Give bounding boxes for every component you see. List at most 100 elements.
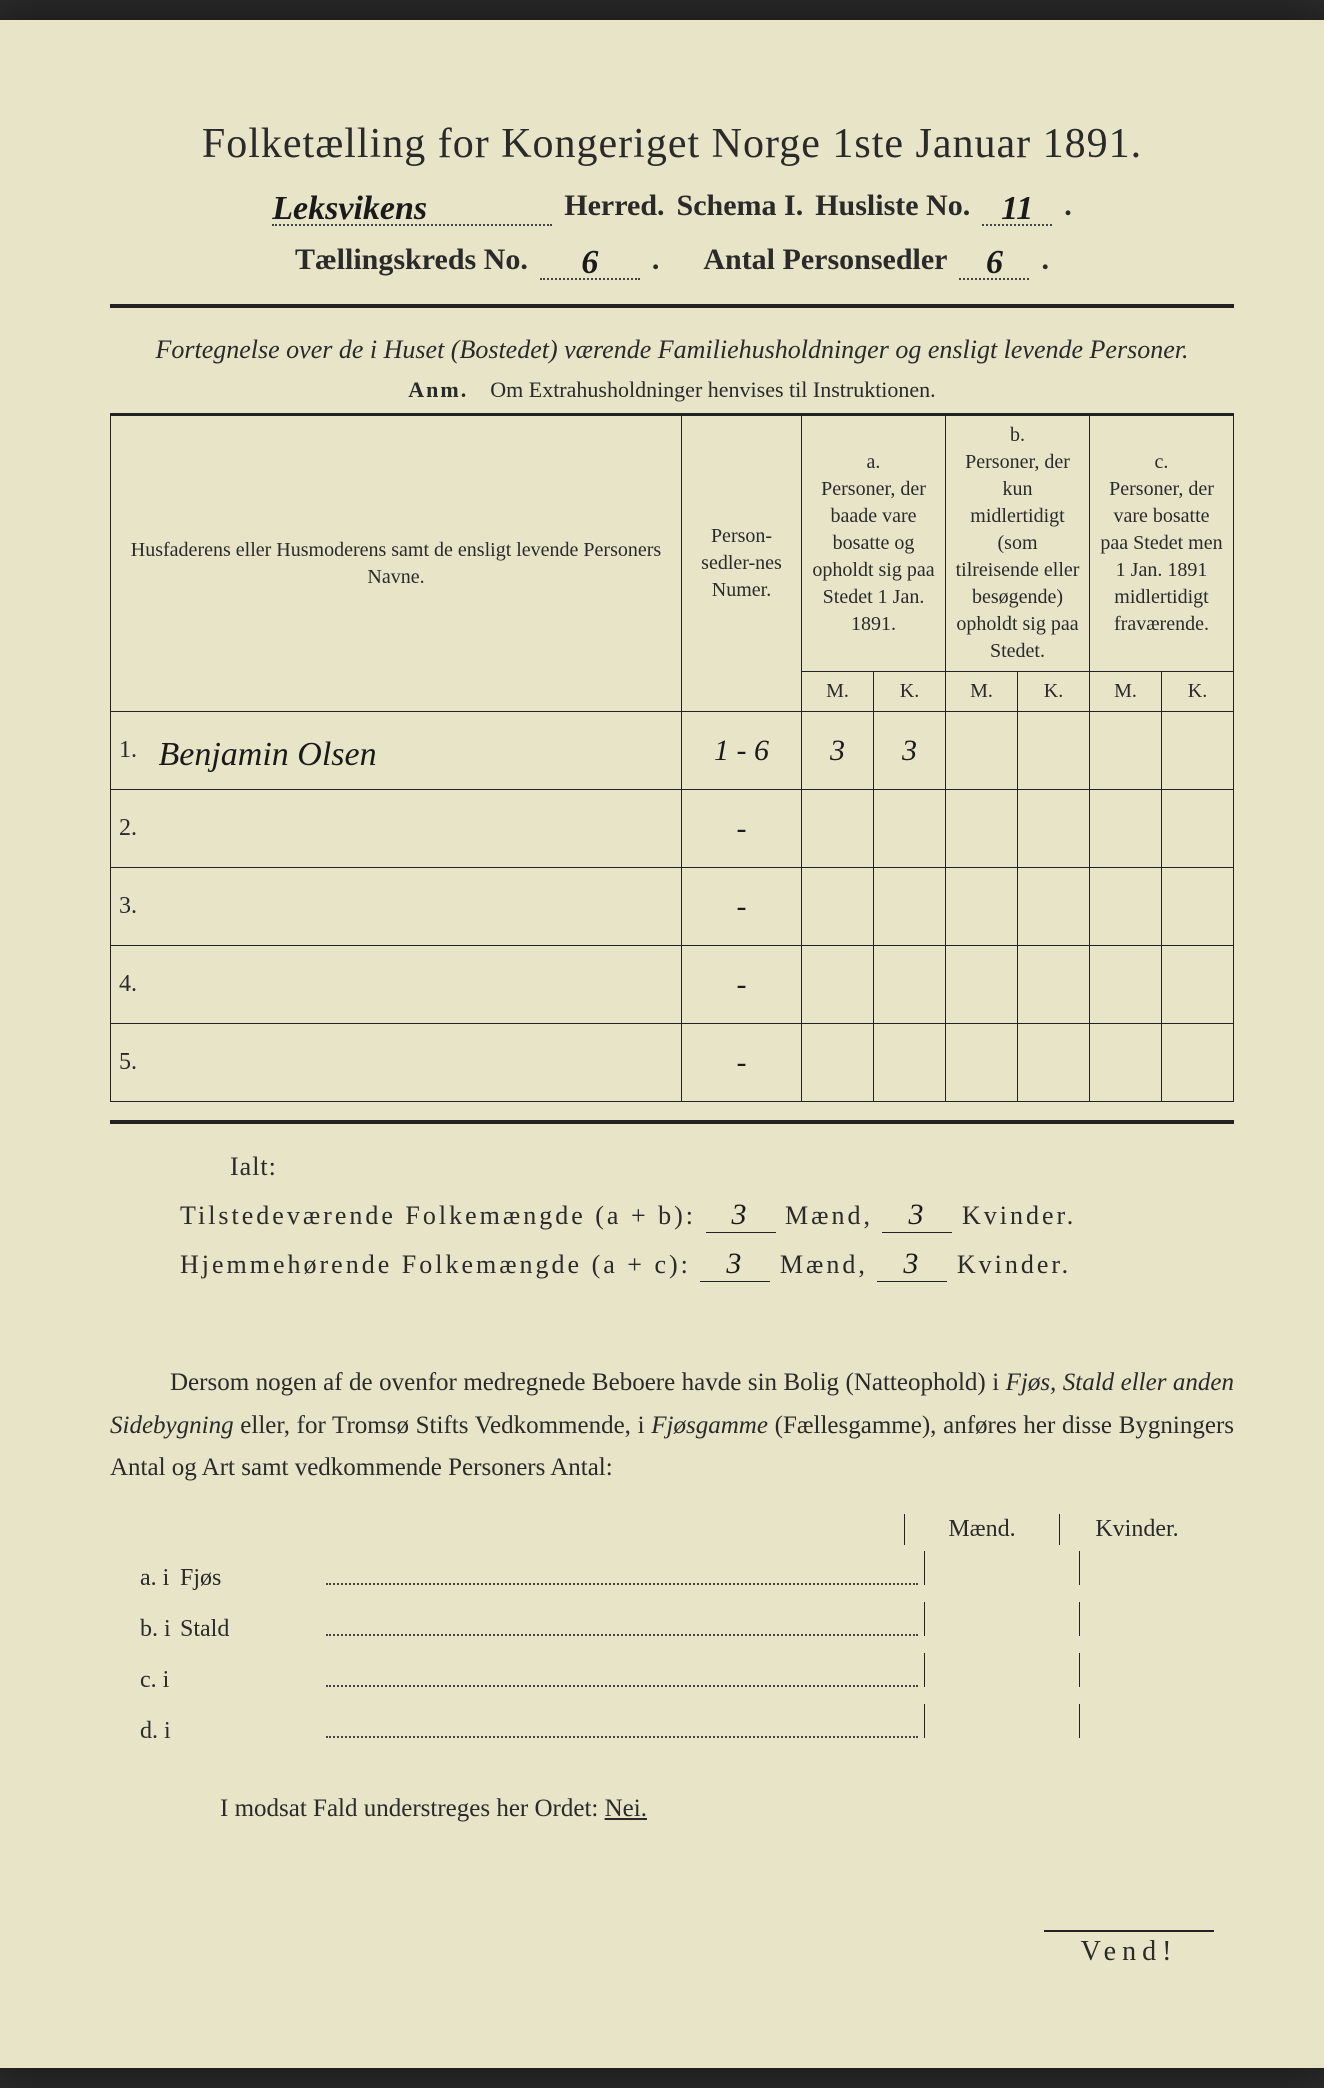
row-num: -: [682, 946, 802, 1024]
row-name: [151, 946, 682, 1024]
col-header-a: a. Personer, der baade vare bosatte og o…: [802, 416, 946, 672]
row-c-m: [1090, 712, 1162, 790]
header-line-herred: Leksvikens Herred. Schema I. Husliste No…: [110, 186, 1234, 226]
row-c-m: [1090, 868, 1162, 946]
tkreds-value: 6: [581, 244, 598, 281]
col-m: M.: [802, 672, 874, 712]
row-a-k: [874, 946, 946, 1024]
dwelling-paragraph: Dersom nogen af de ovenfor medregnede Be…: [110, 1362, 1234, 1490]
husliste-label: Husliste No.: [815, 189, 970, 223]
row-b-m: [946, 1024, 1018, 1102]
census-form-page: Folketælling for Kongeriget Norge 1ste J…: [0, 20, 1324, 2068]
row-a-m: [802, 790, 874, 868]
herred-value: Leksvikens: [272, 190, 427, 227]
census-table: Husfaderens eller Husmoderens samt de en…: [110, 415, 1234, 1102]
intro-text: Fortegnelse over de i Huset (Bostedet) v…: [110, 330, 1234, 369]
row-b-m: [946, 946, 1018, 1024]
total-resident: Hjemmehørende Folkemængde (a + c): 3 Mæn…: [180, 1247, 1234, 1282]
row-c-m: [1090, 946, 1162, 1024]
anm-text: Om Extrahusholdninger henvises til Instr…: [490, 377, 935, 402]
row-number: 3.: [111, 868, 151, 946]
row-a-k: 3: [874, 712, 946, 790]
row-a-m: 3: [802, 712, 874, 790]
dwelling-row-label: d. i: [110, 1718, 180, 1745]
col-header-c: c. Personer, der vare bosatte paa Stedet…: [1090, 416, 1234, 672]
row-c-k: [1162, 946, 1234, 1024]
nei-word: Nei.: [605, 1795, 647, 1822]
table-row: 4. -: [111, 946, 1234, 1024]
anm-label: Anm.: [408, 377, 468, 402]
row-num: 1 - 6: [682, 712, 802, 790]
row-name: [151, 1024, 682, 1102]
dwelling-row-type: Fjøs: [180, 1565, 320, 1592]
row-a-k: [874, 790, 946, 868]
row-name: [151, 868, 682, 946]
dwelling-kvinder-cell: [1079, 1551, 1234, 1585]
row-number: 1.: [111, 712, 151, 790]
row-a-k: [874, 1024, 946, 1102]
table-row: 5. -: [111, 1024, 1234, 1102]
dwelling-col-kvinder: Kvinder.: [1059, 1514, 1214, 1545]
col-k: K.: [874, 672, 946, 712]
page-title: Folketælling for Kongeriget Norge 1ste J…: [110, 120, 1234, 168]
col-header-names: Husfaderens eller Husmoderens samt de en…: [111, 416, 682, 712]
row-number: 4.: [111, 946, 151, 1024]
dwelling-row: a. iFjøs: [110, 1551, 1234, 1592]
table-row: 3. -: [111, 868, 1234, 946]
row-c-m: [1090, 790, 1162, 868]
dotted-fill: [326, 1663, 918, 1687]
row-c-m: [1090, 1024, 1162, 1102]
row-a-m: [802, 1024, 874, 1102]
vend-label: Vend!: [1044, 1930, 1214, 1968]
row-b-k: [1018, 790, 1090, 868]
dwelling-table: Mænd. Kvinder. a. iFjøs b. iStald c. i d. i: [110, 1514, 1234, 1745]
col-k: K.: [1018, 672, 1090, 712]
anm-line: Anm. Om Extrahusholdninger henvises til …: [110, 377, 1234, 403]
table-row: 1.Benjamin Olsen1 - 633: [111, 712, 1234, 790]
row-num: -: [682, 868, 802, 946]
row-c-k: [1162, 712, 1234, 790]
dwelling-row: d. i: [110, 1704, 1234, 1745]
dotted-fill: [326, 1561, 918, 1585]
row-num: -: [682, 1024, 802, 1102]
row-a-m: [802, 868, 874, 946]
tkreds-label: Tællingskreds No.: [295, 243, 528, 277]
ialt-label: Ialt:: [230, 1152, 1234, 1182]
totals-block: Ialt: Tilstedeværende Folkemængde (a + b…: [110, 1152, 1234, 1282]
table-row: 2.-: [111, 790, 1234, 868]
row-a-m: [802, 946, 874, 1024]
col-header-b: b. Personer, der kun midlertidigt (som t…: [946, 416, 1090, 672]
header-line-kreds: Tællingskreds No. 6 . Antal Personsedler…: [110, 240, 1234, 280]
row-b-m: [946, 712, 1018, 790]
row-b-k: [1018, 712, 1090, 790]
dwelling-row-label: b. i: [110, 1616, 180, 1643]
dwelling-maend-cell: [924, 1551, 1079, 1585]
col-k: K.: [1162, 672, 1234, 712]
dwelling-col-maend: Mænd.: [904, 1514, 1059, 1545]
dwelling-maend-cell: [924, 1653, 1079, 1687]
antal-value: 6: [986, 244, 1003, 281]
dwelling-maend-cell: [924, 1602, 1079, 1636]
row-c-k: [1162, 1024, 1234, 1102]
row-number: 5.: [111, 1024, 151, 1102]
herred-label: Herred.: [564, 189, 664, 223]
row-name: Benjamin Olsen: [151, 712, 682, 790]
schema-label: Schema I.: [677, 189, 804, 223]
dwelling-row: c. i: [110, 1653, 1234, 1694]
dotted-fill: [326, 1714, 918, 1738]
row-b-m: [946, 790, 1018, 868]
col-m: M.: [1090, 672, 1162, 712]
dwelling-kvinder-cell: [1079, 1602, 1234, 1636]
dwelling-kvinder-cell: [1079, 1704, 1234, 1738]
row-num: -: [682, 790, 802, 868]
row-b-k: [1018, 868, 1090, 946]
dotted-fill: [326, 1612, 918, 1636]
total-present: Tilstedeværende Folkemængde (a + b): 3 M…: [180, 1198, 1234, 1233]
row-b-k: [1018, 1024, 1090, 1102]
row-c-k: [1162, 790, 1234, 868]
husliste-value: 11: [1001, 190, 1033, 227]
row-b-k: [1018, 946, 1090, 1024]
dwelling-row: b. iStald: [110, 1602, 1234, 1643]
antal-label: Antal Personsedler: [703, 243, 947, 277]
dwelling-row-label: a. i: [110, 1565, 180, 1592]
